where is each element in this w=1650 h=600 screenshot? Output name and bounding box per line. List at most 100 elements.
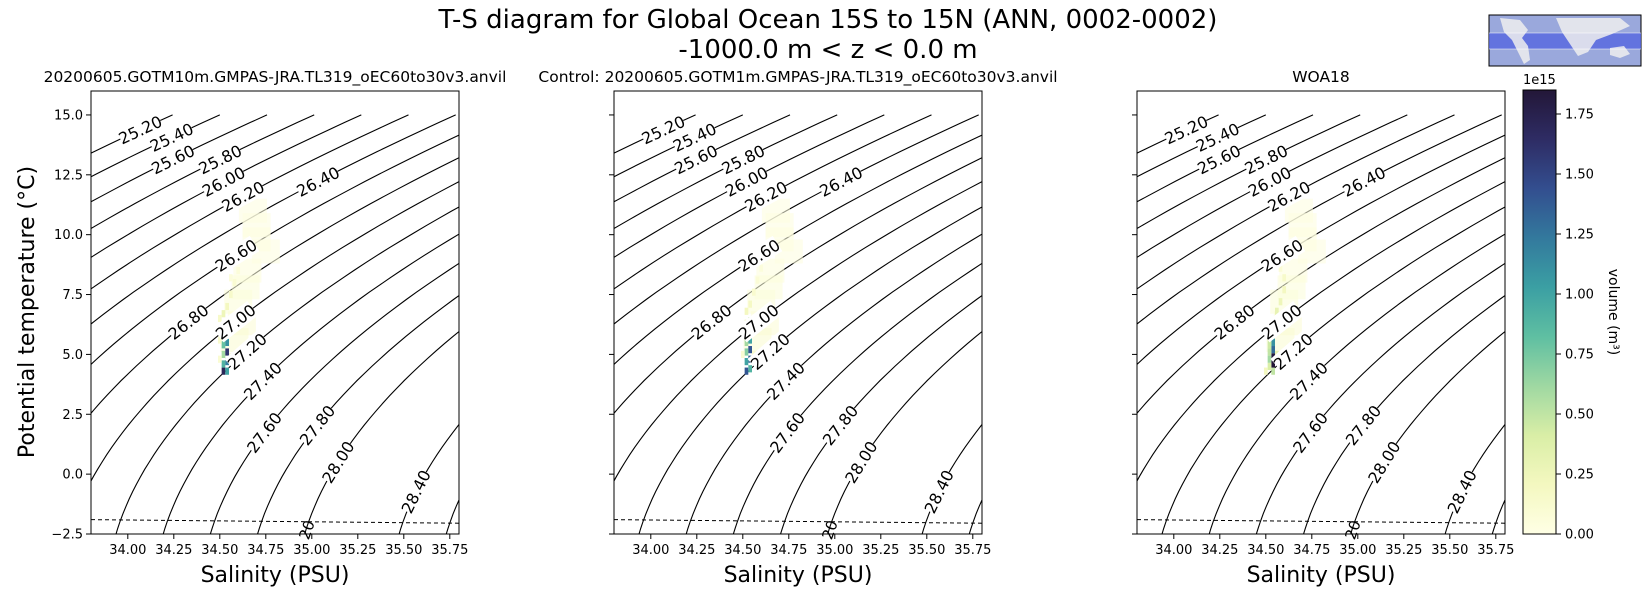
density-contour-line (1302, 294, 1505, 534)
x-tick-label: 35.25 (339, 543, 376, 558)
density-contour-line (614, 181, 982, 483)
density-contour-line (614, 114, 791, 203)
plot-frame (613, 90, 983, 535)
volume-haze (242, 213, 271, 238)
volume-haze (765, 213, 794, 238)
density-contour-line (1137, 114, 1361, 230)
volume-cell (225, 367, 229, 375)
volume-cell (759, 264, 764, 272)
density-contour-label: 27.60 (1289, 409, 1332, 457)
plot-frame (90, 90, 460, 535)
density-contour-line (115, 206, 459, 534)
volume-cell (232, 278, 237, 287)
density-contour-label: 27.40 (1286, 358, 1332, 404)
volume-cell (748, 336, 752, 344)
volume-cell (744, 348, 749, 356)
panel-2: Control: 20200605.GOTM1m.GMPAS-JRA.TL319… (538, 68, 1057, 588)
colorbar-tick-label: 1.75 (1565, 108, 1594, 123)
colorbar-tick-label: 0.25 (1565, 468, 1594, 483)
volume-cell (1282, 274, 1287, 282)
y-tick-label: 15.0 (54, 108, 83, 123)
panel-title: Control: 20200605.GOTM1m.GMPAS-JRA.TL319… (538, 68, 1057, 87)
density-contour-label: 27.40 (763, 358, 809, 404)
density-contour-line (91, 114, 315, 230)
volume-cell (748, 300, 752, 308)
volume-cell (755, 276, 760, 284)
volume-cell (1282, 286, 1287, 294)
panel-title: WOA18 (1292, 68, 1350, 86)
density-contour-line (614, 157, 982, 415)
density-contour-line (1208, 233, 1505, 534)
density-contour-line (685, 233, 982, 534)
volume-cell (1271, 367, 1275, 375)
density-contour-label: 26.80 (688, 300, 736, 343)
density-contour-label: 27.40 (240, 358, 286, 404)
density-contour-line (614, 114, 979, 325)
density-contour-line (779, 294, 982, 534)
x-tick-label: 35.25 (1385, 543, 1422, 558)
y-axis-label: Potential temperature (°C) (15, 166, 40, 458)
x-tick-layer: 34.00 34.25 34.50 34.75 35.00 35.25 35.50 35.75 (1155, 534, 1514, 558)
density-contour-line (614, 114, 885, 259)
volume-cell (748, 365, 752, 373)
density-contour-line (162, 233, 459, 534)
volume-cell (221, 360, 226, 368)
freezing-line (91, 519, 459, 524)
x-axis-label: Salinity (PSU) (1247, 563, 1396, 588)
density-contour-label: 27.60 (243, 409, 286, 457)
density-contour-line (91, 181, 459, 483)
volume-cell (229, 274, 233, 282)
freezing-line (1137, 519, 1505, 524)
colorbar-tick-label: 0.50 (1565, 408, 1594, 423)
y-tick-layer: −2.5 0.0 2.5 5.0 7.5 10.0 12.5 15.0 (51, 108, 91, 543)
volume-cell (229, 290, 233, 299)
density-contour-line (91, 157, 459, 415)
density-contour-line (256, 294, 459, 534)
density-contour-line (827, 330, 982, 534)
x-tick-label: 34.50 (724, 543, 761, 558)
volume-cell (217, 314, 222, 323)
volume-cell (744, 338, 749, 347)
density-contour-line (1255, 262, 1505, 534)
density-contour-label: 28.00 (841, 438, 881, 487)
volume-cell (225, 348, 229, 356)
panel-1: 20200605.GOTM10m.GMPAS-JRA.TL319_oEC60to… (44, 68, 507, 588)
x-axis-label: Salinity (PSU) (724, 563, 873, 588)
colorbar-gradient (1522, 89, 1557, 535)
x-tick-label: 35.00 (816, 543, 853, 558)
volume-haze (1288, 213, 1317, 238)
y-tick-label: −2.5 (51, 528, 83, 543)
colorbar-tick-label: 1.00 (1565, 288, 1594, 303)
colorbar-tick-layer: 0.00 0.25 0.50 0.75 1.00 1.25 1.50 1.75 (1556, 108, 1594, 543)
x-tick-label: 34.00 (632, 543, 669, 558)
density-contour-label: 26.40 (1339, 163, 1388, 201)
y-tick-label: 7.5 (62, 288, 83, 303)
density-contour-line (614, 134, 982, 366)
volume-cell (752, 288, 756, 296)
volume-cell (744, 367, 749, 375)
density-contour-label: 26.40 (816, 163, 865, 201)
colorbar-tick-label: 0.75 (1565, 348, 1594, 363)
volume-cell (1267, 355, 1272, 363)
density-contour-line (614, 114, 744, 178)
density-contour-line (732, 262, 982, 534)
density-contour-line (304, 330, 459, 534)
volume-cell (744, 307, 749, 315)
density-contour-line (1137, 157, 1505, 415)
x-tick-layer: 34.00 34.25 34.50 34.75 35.00 35.25 35.50 35.75 (632, 534, 991, 558)
density-contour-line (614, 114, 838, 230)
x-tick-label: 35.75 (1477, 543, 1514, 558)
y-tick-label: 5.0 (62, 348, 83, 363)
volume-cell (1271, 338, 1275, 347)
freezing-line (614, 519, 982, 524)
y-tick-label: 12.5 (54, 168, 83, 183)
density-contour-label: 26.80 (1211, 300, 1259, 343)
density-contour-label: 26.80 (165, 300, 213, 343)
freezing-line-label: 20 (295, 518, 318, 542)
y-tick-layer (609, 114, 614, 535)
y-tick-label: 2.5 (62, 408, 83, 423)
inset-world-map (1488, 14, 1642, 67)
x-tick-label: 34.00 (1155, 543, 1192, 558)
colorbar-label: volume (m³) (1605, 269, 1621, 356)
density-contour-line (1137, 114, 1408, 259)
